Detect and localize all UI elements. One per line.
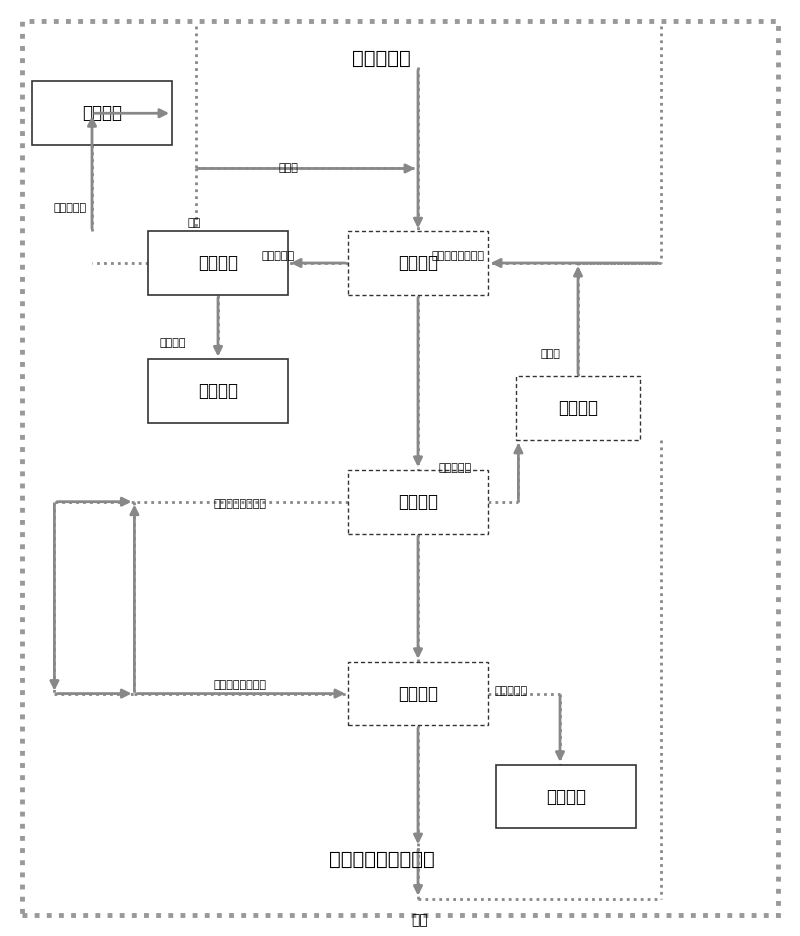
FancyBboxPatch shape: [148, 359, 288, 423]
Text: 小分子物质: 小分子物质: [53, 203, 86, 212]
Text: 脱气后的固体聚合物: 脱气后的固体聚合物: [329, 850, 434, 869]
Text: 火炬系统: 火炬系统: [82, 104, 122, 123]
Text: 第一排放气: 第一排放气: [262, 251, 295, 260]
Text: 第三排放气: 第三排放气: [494, 686, 527, 695]
FancyBboxPatch shape: [348, 662, 488, 725]
Text: 第二排放气: 第二排放气: [438, 463, 471, 473]
Text: 气体分离: 气体分离: [558, 399, 598, 417]
FancyBboxPatch shape: [348, 470, 488, 534]
FancyBboxPatch shape: [348, 231, 488, 295]
Text: 三级脱气: 三级脱气: [398, 684, 438, 703]
Text: 第二脱气介质物流: 第二脱气介质物流: [214, 499, 266, 508]
Text: 反应系统: 反应系统: [198, 382, 238, 401]
Text: 第一脱气介质物流: 第一脱气介质物流: [432, 251, 485, 260]
Text: 回收单元: 回收单元: [198, 254, 238, 272]
Text: 回收物流: 回收物流: [160, 339, 186, 348]
Text: 尾气: 尾气: [412, 914, 428, 927]
FancyBboxPatch shape: [148, 231, 288, 295]
Text: 固体聚合物: 固体聚合物: [352, 49, 411, 67]
FancyBboxPatch shape: [32, 81, 172, 145]
Text: 火炬系统: 火炬系统: [546, 787, 586, 806]
FancyBboxPatch shape: [496, 765, 636, 828]
Text: 一级脱气: 一级脱气: [398, 254, 438, 272]
Text: 回收气: 回收气: [541, 349, 560, 358]
FancyBboxPatch shape: [516, 376, 640, 440]
Text: 输送气: 输送气: [278, 164, 298, 173]
Text: 第三脱气介质物流: 第三脱气介质物流: [214, 680, 266, 690]
Text: 二级脱气: 二级脱气: [398, 492, 438, 511]
Text: 尾气: 尾气: [188, 218, 202, 227]
